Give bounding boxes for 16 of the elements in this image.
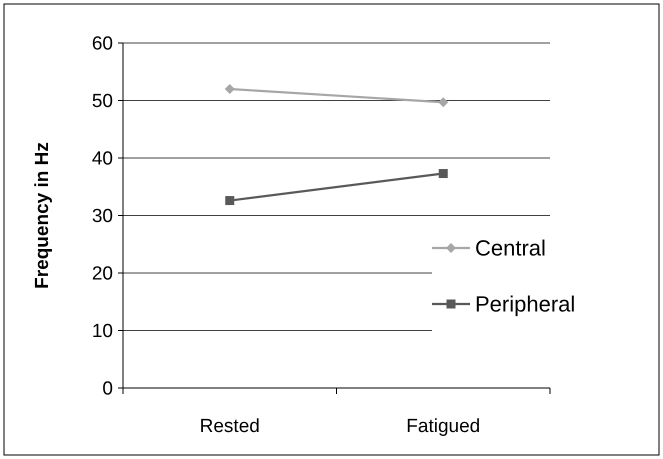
point [438, 169, 448, 178]
y-tick-label: 20 [92, 264, 113, 285]
y-tick-label: 60 [92, 34, 113, 55]
y-tick-label: 40 [92, 148, 113, 170]
y-axis-title: Frequency in Hz [32, 142, 53, 289]
legend-label: Peripheral [475, 292, 576, 317]
y-tick-label: 10 [92, 321, 113, 342]
y-tick-label: 50 [92, 91, 113, 112]
point [438, 97, 448, 108]
x-tick-label: Fatigued [406, 416, 480, 437]
x-tick-label: Rested [200, 416, 260, 437]
point [225, 196, 234, 206]
point [224, 84, 235, 94]
legend-label: Central [475, 236, 546, 261]
y-tick-label: 0 [102, 378, 113, 400]
y-tick-label: 30 [92, 206, 113, 228]
